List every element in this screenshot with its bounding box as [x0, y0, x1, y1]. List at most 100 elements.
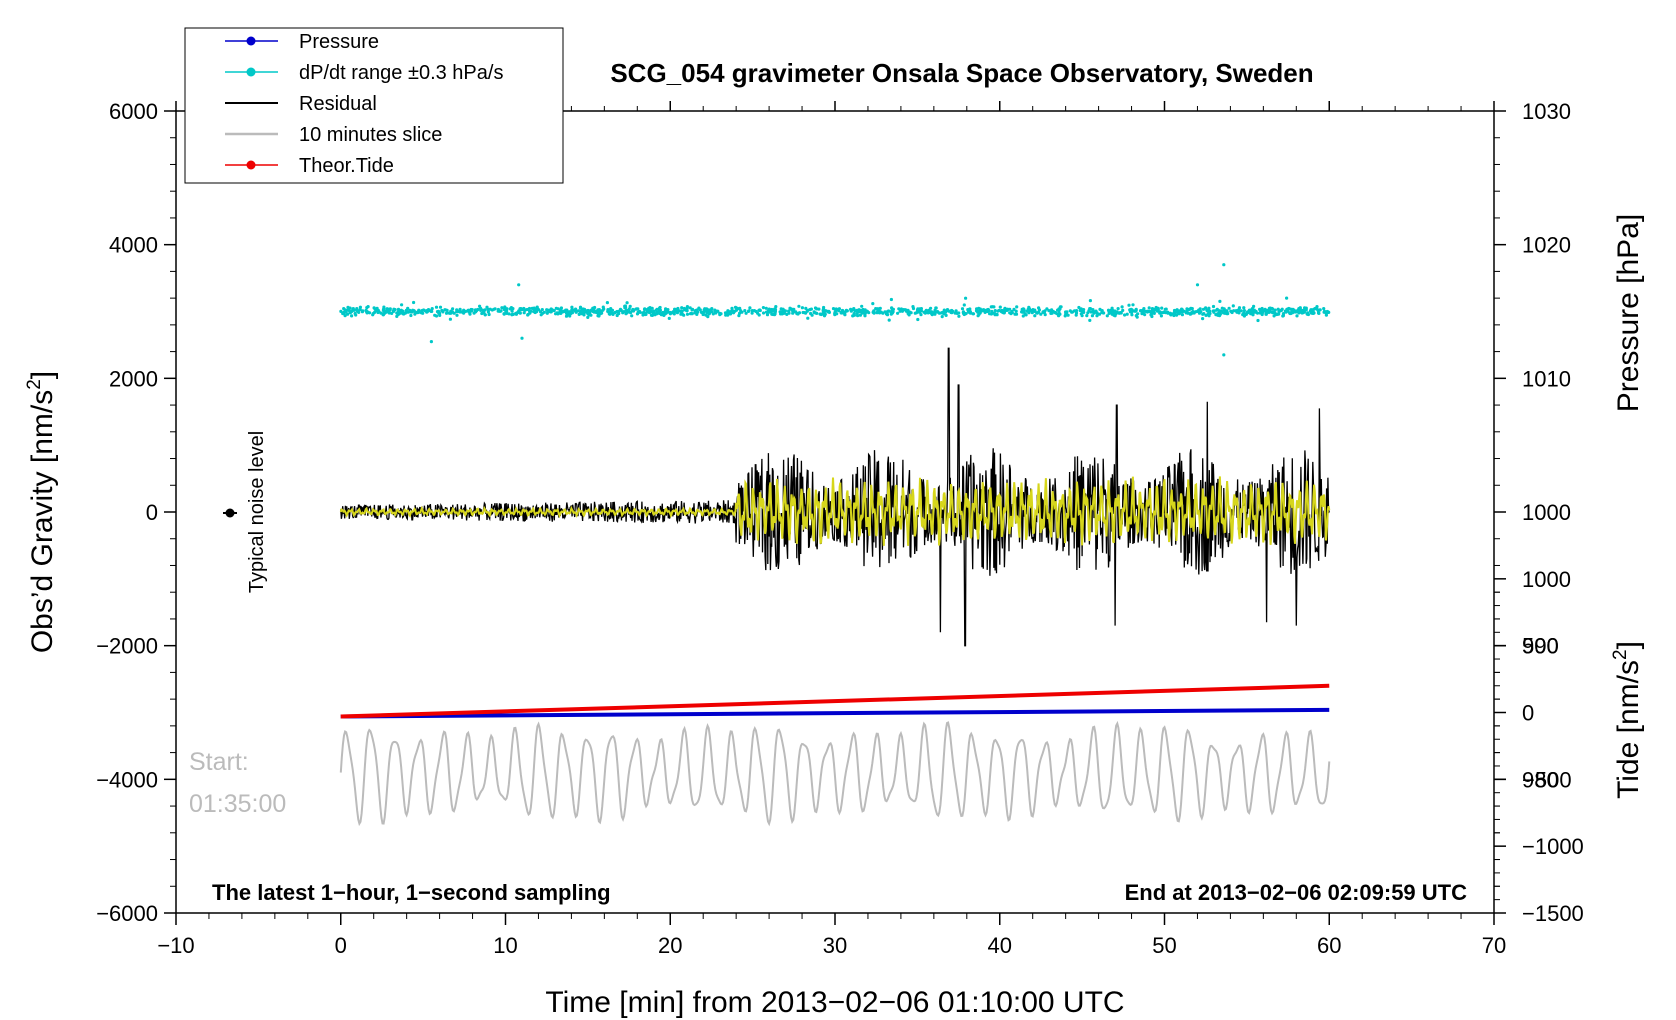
dpdt-point: [458, 310, 462, 314]
dpdt-point: [364, 309, 368, 313]
dpdt-point: [1237, 311, 1241, 315]
series-theor-tide: [340, 683, 1330, 719]
dpdt-point: [997, 308, 1001, 313]
dpdt-point: [842, 311, 846, 315]
dpdt-point: [647, 310, 651, 314]
dpdt-point: [1136, 312, 1140, 316]
dpdt-point: [505, 307, 509, 311]
dpdt-point: [1259, 310, 1263, 314]
dpdt-point: [417, 308, 421, 312]
dpdt-point: [1003, 307, 1007, 311]
dpdt-point: [897, 307, 901, 311]
dpdt-point: [654, 308, 658, 312]
dpdt-point: [1252, 304, 1256, 308]
dpdt-point: [605, 301, 610, 305]
dpdt-point: [1088, 299, 1092, 303]
dpdt-point: [1244, 312, 1248, 316]
dpdt-point: [871, 310, 875, 314]
dpdt-point: [913, 311, 917, 315]
dpdt-point: [1237, 308, 1241, 312]
dpdt-point: [520, 336, 524, 340]
dpdt-point: [728, 312, 733, 316]
dpdt-point: [1164, 307, 1168, 311]
dpdt-point: [1166, 310, 1170, 314]
dpdt-point: [647, 306, 651, 310]
dpdt-point: [1121, 308, 1125, 312]
dpdt-point: [479, 308, 483, 312]
dpdt-point: [540, 308, 544, 312]
dpdt-point: [976, 310, 980, 314]
dpdt-point: [538, 310, 543, 314]
pressure-tick-label: 1010: [1522, 366, 1571, 391]
dpdt-point: [545, 311, 549, 315]
legend-tide: Theor.Tide: [225, 155, 394, 177]
dpdt-point: [549, 307, 553, 311]
dpdt-point: [1175, 313, 1179, 317]
dpdt-point: [430, 309, 434, 313]
dpdt-point: [651, 309, 656, 313]
dpdt-point: [1162, 310, 1166, 315]
dpdt-point: [564, 311, 569, 315]
dpdt-point: [1309, 311, 1314, 315]
dpdt-point: [1109, 308, 1113, 312]
dpdt-point: [621, 311, 625, 315]
dpdt-point: [1049, 310, 1053, 314]
dpdt-point: [348, 309, 352, 313]
dpdt-point: [504, 310, 508, 314]
dpdt-point: [1086, 311, 1090, 315]
dpdt-point: [582, 311, 586, 315]
dpdt-point: [1150, 310, 1154, 315]
dpdt-point: [571, 308, 575, 313]
dpdt-point: [606, 308, 610, 312]
dpdt-point: [1074, 313, 1078, 317]
dpdt-point: [1020, 310, 1024, 314]
dpdt-point: [658, 305, 662, 310]
dpdt-point: [564, 314, 569, 318]
dpdt-point: [641, 313, 645, 317]
dpdt-point: [724, 313, 728, 317]
dpdt-point: [502, 307, 506, 312]
dpdt-point: [684, 308, 689, 312]
dpdt-point: [705, 307, 709, 311]
start-time: 01:35:00: [189, 790, 286, 818]
dpdt-point: [666, 310, 670, 314]
dpdt-point: [586, 308, 590, 313]
dpdt-point: [731, 311, 736, 315]
dpdt-point: [1150, 314, 1154, 319]
dpdt-point: [1294, 310, 1298, 314]
dpdt-point: [437, 311, 441, 315]
gravity-tick-label: 4000: [109, 233, 158, 258]
dpdt-point: [1113, 314, 1117, 318]
dpdt-point: [511, 312, 515, 316]
dpdt-point: [510, 309, 514, 313]
footer-right: End at 2013−02−06 02:09:59 UTC: [1125, 880, 1468, 905]
dpdt-point: [529, 309, 533, 313]
dpdt-point: [907, 310, 912, 314]
dpdt-point: [1212, 309, 1216, 313]
dpdt-point: [710, 307, 714, 311]
dpdt-point: [940, 315, 944, 319]
dpdt-point: [412, 300, 416, 305]
dpdt-point: [1095, 314, 1099, 318]
svg-text:Pressure: Pressure: [299, 31, 379, 53]
pressure-tick-label: 990: [1522, 634, 1559, 659]
dpdt-point: [812, 310, 816, 315]
dpdt-point: [627, 307, 631, 311]
dpdt-point: [917, 310, 922, 314]
noise-marker: Typical noise level: [223, 431, 268, 593]
dpdt-point: [737, 314, 741, 318]
dpdt-point: [399, 308, 403, 312]
dpdt-point: [804, 311, 808, 315]
dpdt-point: [383, 311, 387, 315]
dpdt-point: [1056, 308, 1060, 312]
dpdt-point: [975, 307, 979, 311]
dpdt-point: [1180, 307, 1184, 311]
dpdt-point: [623, 304, 628, 308]
dpdt-point: [1105, 314, 1109, 318]
gravity-tick-label: 2000: [109, 366, 158, 391]
x-tick-label: 60: [1317, 933, 1341, 958]
dpdt-point: [1256, 318, 1260, 323]
dpdt-point: [455, 310, 459, 314]
dpdt-point: [937, 311, 941, 315]
